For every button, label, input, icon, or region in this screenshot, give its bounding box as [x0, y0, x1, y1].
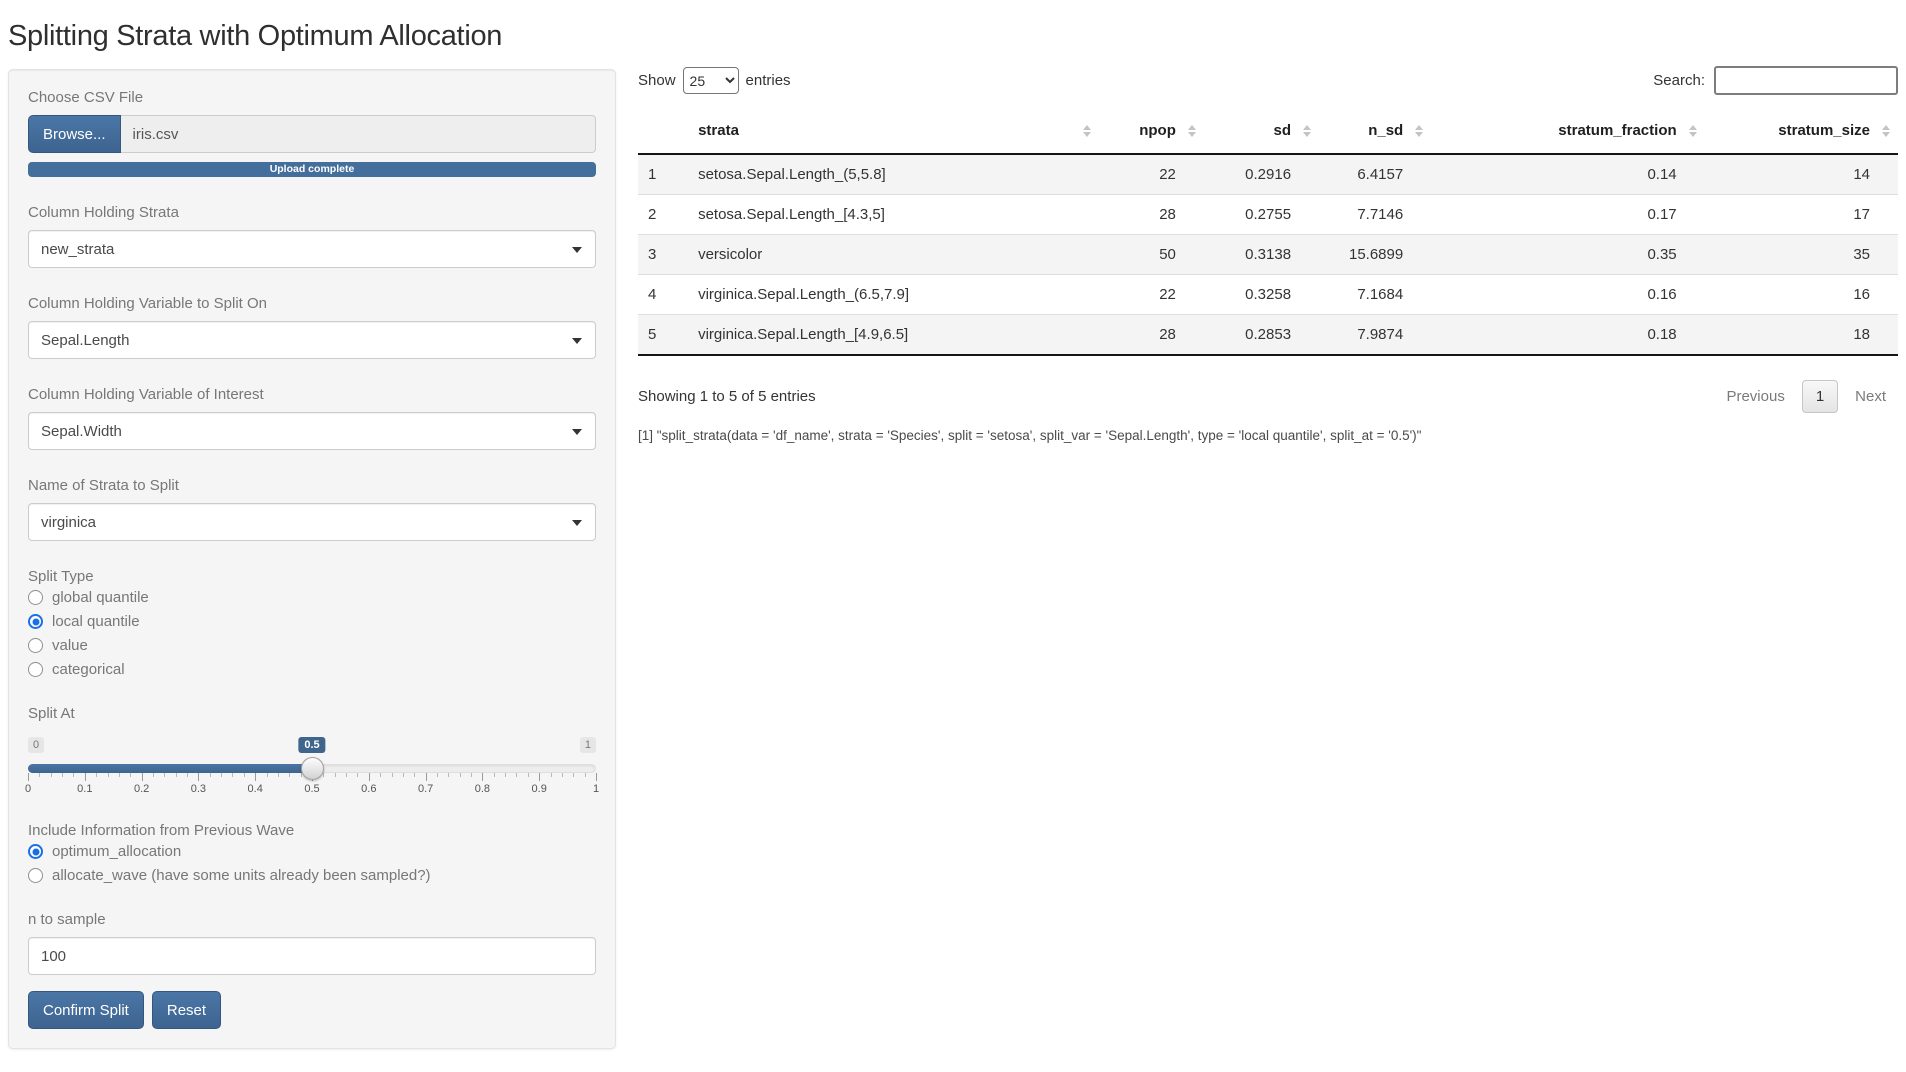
search-input[interactable]	[1714, 66, 1898, 95]
split-type-label: Split Type	[28, 568, 94, 585]
reset-button[interactable]: Reset	[151, 991, 222, 1029]
confirm-split-button[interactable]: Confirm Split	[28, 991, 144, 1029]
split-type-group: Split Type global quantile local quantil…	[28, 568, 596, 678]
split-at-group: Split At 0 1 0.5 0 0.1 0.2 0.3 0.4 0.5 0.6 0.7 0…	[25, 705, 599, 795]
radio-local-quantile[interactable]: local quantile	[28, 613, 596, 630]
sort-icon	[1688, 124, 1697, 137]
radio-value[interactable]: value	[28, 637, 596, 654]
slider-max-badge: 1	[579, 737, 596, 754]
strata-select-label: Column Holding Strata	[28, 204, 179, 221]
chevron-down-icon	[572, 429, 582, 435]
slider-grid: 0 0.1 0.2 0.3 0.4 0.5 0.6 0.7 0.8 0.9 1	[25, 773, 599, 795]
table-row: 4 virginica.Sepal.Length_(6.5,7.9] 22 0.…	[638, 274, 1898, 315]
split-var-select-value: Sepal.Length	[41, 331, 130, 349]
sort-icon	[1082, 124, 1091, 137]
chevron-down-icon	[572, 520, 582, 526]
split-var-select[interactable]: Sepal.Length	[28, 321, 596, 359]
pagination: Previous 1 Next	[1714, 380, 1898, 413]
col-header-n-sd[interactable]: n_sd	[1319, 108, 1432, 155]
page-title: Splitting Strata with Optimum Allocation	[8, 20, 503, 52]
wave-label: Include Information from Previous Wave	[28, 822, 295, 839]
table-row: 3 versicolor 50 0.3138 15.6899 0.35 35	[638, 234, 1898, 275]
col-header-stratum-fraction[interactable]: stratum_fraction	[1431, 108, 1705, 155]
radio-optimum-allocation[interactable]: optimum_allocation	[28, 843, 596, 860]
col-header-sd[interactable]: sd	[1203, 108, 1320, 155]
file-input: Browse... iris.csv	[28, 115, 596, 153]
table-controls: Show 25 entries Search:	[638, 64, 1898, 95]
table-footer: Showing 1 to 5 of 5 entries Previous 1 N…	[638, 380, 1898, 413]
chevron-down-icon	[572, 338, 582, 344]
strata-name-select-value: virginica	[41, 513, 97, 531]
n-to-sample-input[interactable]	[28, 937, 596, 975]
file-input-label: Choose CSV File	[28, 89, 144, 106]
page-length-control: Show 25 entries	[638, 67, 791, 94]
search-label: Search:	[1653, 72, 1705, 89]
console-output: [1] "split_strata(data = 'df_name', stra…	[638, 428, 1422, 443]
split-at-label: Split At	[28, 705, 75, 722]
previous-page-button[interactable]: Previous	[1726, 388, 1785, 405]
split-var-select-label: Column Holding Variable to Split On	[28, 295, 268, 312]
radio-global-quantile[interactable]: global quantile	[28, 589, 596, 606]
sidebar: Choose CSV File Browse... iris.csv Uploa…	[8, 64, 616, 1049]
sidebar-panel: Choose CSV File Browse... iris.csv Uploa…	[8, 69, 616, 1049]
entries-label: entries	[745, 72, 791, 89]
page-length-select[interactable]: 25	[682, 67, 739, 94]
interest-var-select-group: Column Holding Variable of Interest Sepa…	[28, 386, 596, 450]
strata-select[interactable]: new_strata	[28, 230, 596, 268]
n-to-sample-group: n to sample	[28, 911, 596, 975]
results-table: strata npop sd n_sd stratum_fraction str…	[638, 108, 1898, 356]
current-page-button[interactable]: 1	[1801, 380, 1839, 413]
file-input-group: Choose CSV File Browse... iris.csv Uploa…	[28, 89, 596, 177]
strata-select-group: Column Holding Strata new_strata	[28, 204, 596, 268]
radio-icon	[28, 638, 43, 653]
main-content: Show 25 entries Search: strata	[616, 64, 1898, 443]
interest-var-select-label: Column Holding Variable of Interest	[28, 386, 264, 403]
wave-group: Include Information from Previous Wave o…	[28, 822, 596, 884]
radio-categorical[interactable]: categorical	[28, 661, 596, 678]
strata-select-value: new_strata	[41, 240, 115, 258]
radio-allocate-wave[interactable]: allocate_wave (have some units already b…	[28, 867, 596, 884]
chevron-down-icon	[572, 247, 582, 253]
table-info: Showing 1 to 5 of 5 entries	[638, 388, 816, 405]
col-header-stratum-size[interactable]: stratum_size	[1704, 108, 1898, 155]
strata-name-select-label: Name of Strata to Split	[28, 477, 179, 494]
slider-min-badge: 0	[28, 737, 45, 754]
action-buttons: Confirm Split Reset	[28, 991, 596, 1029]
col-header-rownum	[638, 108, 689, 155]
col-header-npop[interactable]: npop	[1098, 108, 1204, 155]
upload-progress-bar: Upload complete	[28, 162, 596, 177]
strata-name-select[interactable]: virginica	[28, 503, 596, 541]
radio-icon	[28, 868, 43, 883]
radio-icon	[28, 662, 43, 677]
interest-var-select-value: Sepal.Width	[41, 422, 122, 440]
n-to-sample-label: n to sample	[28, 911, 106, 928]
table-row: 1 setosa.Sepal.Length_(5,5.8] 22 0.2916 …	[638, 154, 1898, 195]
slider-handle[interactable]	[301, 757, 324, 780]
sort-icon	[1187, 124, 1196, 137]
main-layout: Choose CSV File Browse... iris.csv Uploa…	[8, 64, 1898, 1049]
browse-button[interactable]: Browse...	[28, 115, 121, 153]
table-header-row: strata npop sd n_sd stratum_fraction str…	[638, 108, 1898, 155]
slider-filled-bar	[28, 764, 312, 773]
radio-checked-icon	[28, 614, 43, 629]
table-row: 5 virginica.Sepal.Length_[4.9,6.5] 28 0.…	[638, 314, 1898, 356]
split-var-select-group: Column Holding Variable to Split On Sepa…	[28, 295, 596, 359]
file-name-field: iris.csv	[120, 115, 596, 153]
show-label: Show	[638, 72, 676, 89]
radio-icon	[28, 590, 43, 605]
table-row: 2 setosa.Sepal.Length_[4.3,5] 28 0.2755 …	[638, 194, 1898, 235]
sort-icon	[1415, 124, 1424, 137]
split-at-slider[interactable]: 0 1 0.5 0 0.1 0.2 0.3 0.4 0.5 0.6 0.7 0.8 0.9 1	[25, 731, 599, 795]
sort-icon	[1882, 124, 1890, 137]
strata-name-select-group: Name of Strata to Split virginica	[28, 477, 596, 541]
radio-checked-icon	[28, 844, 43, 859]
col-header-strata[interactable]: strata	[688, 108, 1099, 155]
next-page-button[interactable]: Next	[1855, 388, 1886, 405]
interest-var-select[interactable]: Sepal.Width	[28, 412, 596, 450]
slider-value-badge: 0.5	[298, 737, 326, 754]
table-search: Search:	[1653, 66, 1898, 95]
sort-icon	[1303, 124, 1312, 137]
